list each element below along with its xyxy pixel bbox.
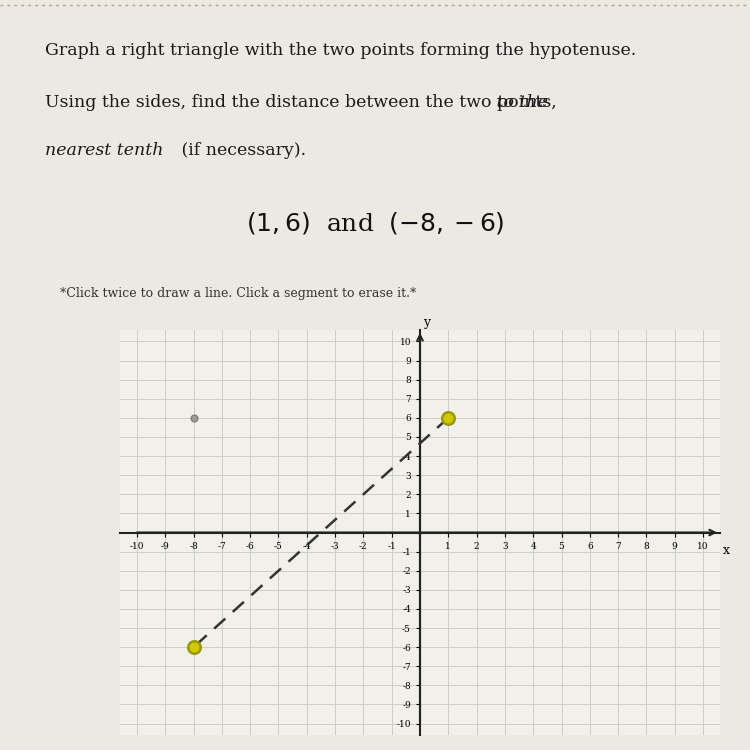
Text: (if necessary).: (if necessary). [176,142,306,159]
Text: to the: to the [491,94,548,110]
Text: $(1, 6)$  and  $(-8, -6)$: $(1, 6)$ and $(-8, -6)$ [246,209,504,236]
Text: y: y [424,316,430,329]
Text: nearest tenth: nearest tenth [45,142,164,159]
Text: *Click twice to draw a line. Click a segment to erase it.*: *Click twice to draw a line. Click a seg… [60,287,416,300]
Text: Using the sides, find the distance between the two points,: Using the sides, find the distance betwe… [45,94,556,110]
Text: Graph a right triangle with the two points forming the hypotenuse.: Graph a right triangle with the two poin… [45,42,636,59]
Text: x: x [723,544,730,557]
